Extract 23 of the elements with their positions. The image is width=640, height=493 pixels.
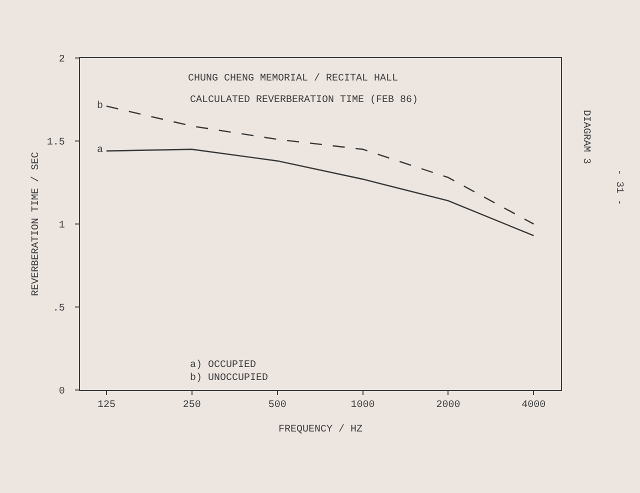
series-label: a <box>97 145 104 156</box>
series-label: b <box>97 100 104 112</box>
annotation: b) UNOCCUPIED <box>190 372 268 384</box>
text: CHUNG CHENG MEMORIAL / RECITAL HALL <box>188 72 398 84</box>
x-tick-label: 2000 <box>436 400 460 412</box>
x-tick-label: 250 <box>182 400 201 412</box>
x-tick-label: 125 <box>97 400 116 412</box>
y-tick-label: .5 <box>52 304 65 314</box>
text: - 31 - <box>612 169 624 206</box>
x-tick-label: 500 <box>268 400 286 412</box>
text: DIAGRAM 3 <box>580 110 592 164</box>
y-axis-title: REVERBERATION TIME / SEC <box>30 152 42 296</box>
text: CALCULATED REVERBERATION TIME (FEB 86) <box>190 94 418 106</box>
y-tick-label: 1.5 <box>46 138 65 148</box>
line-series <box>106 105 534 225</box>
x-axis-title: FREQUENCY / HZ <box>278 424 363 436</box>
x-tick-label: 4000 <box>522 400 546 412</box>
annotation: a) OCCUPIED <box>190 359 256 371</box>
x-tick-label: 1000 <box>350 400 375 412</box>
line-series <box>106 148 534 236</box>
y-tick-label: 0 <box>58 386 65 398</box>
y-tick-label: 2 <box>58 54 65 66</box>
y-tick-label: 1 <box>58 220 65 232</box>
